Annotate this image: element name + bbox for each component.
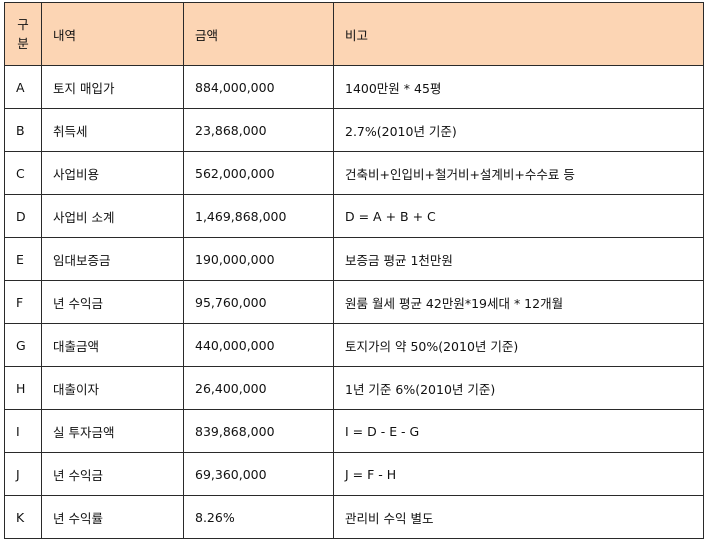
row-amount-cell: 69,360,000 xyxy=(183,452,334,496)
header-row: 구 분 내역 금액 비고 xyxy=(4,2,704,66)
row-code-cell: K xyxy=(4,495,42,539)
table-row: G 대출금액 440,000,000 토지가의 약 50%(2010년 기준) xyxy=(4,323,704,367)
row-item-cell: 사업비 소계 xyxy=(41,194,184,238)
header-note: 비고 xyxy=(333,2,704,66)
row-code-cell: F xyxy=(4,280,42,324)
row-item-cell: 임대보증금 xyxy=(41,237,184,281)
header-gubun: 구 분 xyxy=(4,2,42,66)
row-amount-cell: 23,868,000 xyxy=(183,108,334,152)
row-amount-cell: 190,000,000 xyxy=(183,237,334,281)
header-amount: 금액 xyxy=(183,2,334,66)
row-note-cell: 관리비 수익 별도 xyxy=(333,495,704,539)
row-note-cell: D = A + B + C xyxy=(333,194,704,238)
row-code-cell: H xyxy=(4,366,42,410)
row-item-cell: 실 투자금액 xyxy=(41,409,184,453)
row-note-cell: 1년 기준 6%(2010년 기준) xyxy=(333,366,704,410)
table-row: D 사업비 소계 1,469,868,000 D = A + B + C xyxy=(4,194,704,238)
row-note-cell: 1400만원 * 45평 xyxy=(333,65,704,109)
row-code-cell: C xyxy=(4,151,42,195)
row-amount-cell: 1,469,868,000 xyxy=(183,194,334,238)
row-note-cell: 건축비+인입비+철거비+설계비+수수료 등 xyxy=(333,151,704,195)
row-item-cell: 대출금액 xyxy=(41,323,184,367)
row-item-cell: 년 수익률 xyxy=(41,495,184,539)
row-item-cell: 취득세 xyxy=(41,108,184,152)
row-amount-cell: 95,760,000 xyxy=(183,280,334,324)
table-body: A 토지 매입가 884,000,000 1400만원 * 45평 B 취득세 23,868… xyxy=(4,65,704,539)
row-code-cell: J xyxy=(4,452,42,496)
header-item: 내역 xyxy=(41,2,184,66)
row-item-cell: 대출이자 xyxy=(41,366,184,410)
row-amount-cell: 26,400,000 xyxy=(183,366,334,410)
row-code-cell: I xyxy=(4,409,42,453)
table-row: E 임대보증금 190,000,000 보증금 평균 1천만원 xyxy=(4,237,704,281)
row-code-cell: B xyxy=(4,108,42,152)
row-note-cell: 원룸 월세 평균 42만원*19세대 * 12개월 xyxy=(333,280,704,324)
table-row: H 대출이자 26,400,000 1년 기준 6%(2010년 기준) xyxy=(4,366,704,410)
row-code-cell: D xyxy=(4,194,42,238)
row-item-cell: 년 수익금 xyxy=(41,280,184,324)
row-note-cell: 2.7%(2010년 기준) xyxy=(333,108,704,152)
investment-table-container: 구 분 내역 금액 비고 A 토지 매입가 884,000,000 1400만원 * … xyxy=(4,2,704,539)
row-amount-cell: 884,000,000 xyxy=(183,65,334,109)
row-item-cell: 년 수익금 xyxy=(41,452,184,496)
row-note-cell: 보증금 평균 1천만원 xyxy=(333,237,704,281)
row-note-cell: I = D - E - G xyxy=(333,409,704,453)
row-code-cell: A xyxy=(4,65,42,109)
row-note-cell: 토지가의 약 50%(2010년 기준) xyxy=(333,323,704,367)
row-amount-cell: 440,000,000 xyxy=(183,323,334,367)
row-code-cell: E xyxy=(4,237,42,281)
row-note-cell: J = F - H xyxy=(333,452,704,496)
row-amount-cell: 8.26% xyxy=(183,495,334,539)
table-row: C 사업비용 562,000,000 건축비+인입비+철거비+설계비+수수료 등 xyxy=(4,151,704,195)
header-gubun-line1: 구 xyxy=(17,17,29,32)
investment-table: 구 분 내역 금액 비고 A 토지 매입가 884,000,000 1400만원 * … xyxy=(4,2,704,539)
row-code-cell: G xyxy=(4,323,42,367)
row-amount-cell: 839,868,000 xyxy=(183,409,334,453)
table-row: A 토지 매입가 884,000,000 1400만원 * 45평 xyxy=(4,65,704,109)
table-row: B 취득세 23,868,000 2.7%(2010년 기준) xyxy=(4,108,704,152)
row-item-cell: 사업비용 xyxy=(41,151,184,195)
row-amount-cell: 562,000,000 xyxy=(183,151,334,195)
header-gubun-line2: 분 xyxy=(17,36,29,51)
row-item-cell: 토지 매입가 xyxy=(41,65,184,109)
